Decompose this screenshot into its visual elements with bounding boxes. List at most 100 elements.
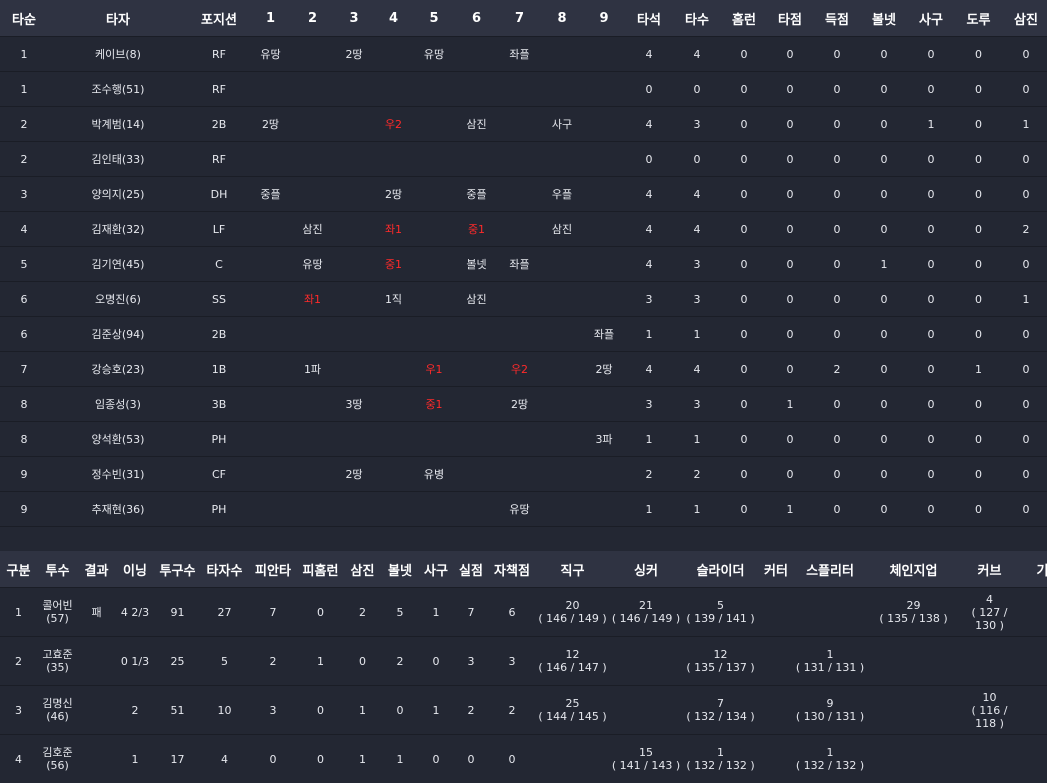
inning-result	[498, 457, 541, 492]
pitcher-hr: 0	[297, 686, 344, 735]
pitching-col-header: 결과	[78, 551, 115, 588]
pitch-type-cell	[960, 637, 1019, 686]
inning-result: 우1	[413, 352, 455, 387]
batter-stat: 0	[721, 457, 767, 492]
pitcher-so: 0	[344, 637, 381, 686]
batter-stat: 0	[955, 212, 1002, 247]
batter-stat: 0	[861, 212, 907, 247]
batting-col-header: 사구	[907, 0, 955, 37]
pitch-count: 7	[682, 697, 759, 710]
inning-result	[374, 387, 413, 422]
batter-name: 양석환(53)	[48, 422, 188, 457]
pitcher-h: 2	[249, 637, 297, 686]
pitcher-r: 7	[453, 588, 489, 637]
inning-result	[413, 317, 455, 352]
inning-result	[291, 107, 334, 142]
pitching-col-header: 직구	[535, 551, 610, 588]
inning-result	[583, 107, 625, 142]
inning-result	[541, 422, 583, 457]
batter-position: LF	[188, 212, 250, 247]
batter-stat: 0	[907, 282, 955, 317]
pitching-col-header: 슬라이더	[682, 551, 759, 588]
inning-result	[334, 177, 374, 212]
inning-result: 유병	[413, 457, 455, 492]
batter-name: 조수행(51)	[48, 72, 188, 107]
batter-stat: 0	[813, 177, 861, 212]
batter-stat: 0	[907, 177, 955, 212]
pitching-col-header: 피홈런	[297, 551, 344, 588]
pitcher-ip: 4 2/3	[115, 588, 155, 637]
inning-result	[498, 72, 541, 107]
inning-result	[334, 142, 374, 177]
inning-result	[498, 422, 541, 457]
pitch-velocity: ( 135 / 138 )	[867, 612, 960, 625]
inning-result	[498, 107, 541, 142]
pitcher-name: 김호준	[37, 746, 78, 759]
inning-result	[334, 247, 374, 282]
pitcher-ip: 1	[115, 735, 155, 783]
batter-stat: 3	[625, 387, 673, 422]
pitcher-hr: 0	[297, 588, 344, 637]
pitch-type-cell	[1019, 686, 1047, 735]
pitch-velocity: ( 146 / 147 )	[535, 661, 610, 674]
batter-stat: 4	[673, 37, 721, 72]
inning-result: 유땅	[291, 247, 334, 282]
pitcher-hbp: 1	[419, 588, 453, 637]
batting-col-header: 득점	[813, 0, 861, 37]
pitching-col-header: 체인지업	[867, 551, 960, 588]
batter-stat: 0	[813, 457, 861, 492]
inning-result: 사구	[541, 107, 583, 142]
batting-col-header: 8	[541, 0, 583, 37]
batter-stat: 0	[767, 37, 813, 72]
batter-stat: 0	[861, 387, 907, 422]
inning-result: 중1	[455, 212, 498, 247]
inning-result	[583, 457, 625, 492]
batter-stat: 1	[767, 387, 813, 422]
batting-col-header: 2	[291, 0, 334, 37]
inning-result	[583, 72, 625, 107]
inning-result	[583, 247, 625, 282]
pitch-velocity: ( 139 / 141 )	[682, 612, 759, 625]
batting-order: 1	[0, 37, 48, 72]
inning-result: 1직	[374, 282, 413, 317]
inning-result: 1파	[291, 352, 334, 387]
pitcher-so: 1	[344, 735, 381, 783]
batter-stat: 0	[721, 107, 767, 142]
batter-stat: 0	[1002, 72, 1047, 107]
pitch-velocity: ( 132 / 134 )	[682, 710, 759, 723]
pitcher-hbp: 1	[419, 686, 453, 735]
batting-order: 7	[0, 352, 48, 387]
inning-result	[334, 282, 374, 317]
inning-result	[498, 212, 541, 247]
pitch-velocity: ( 132 / 132 )	[682, 759, 759, 772]
pitcher-result	[78, 637, 115, 686]
pitch-type-cell	[867, 735, 960, 783]
pitch-type-cell	[793, 588, 867, 637]
batter-stat: 0	[673, 72, 721, 107]
batter-stat: 1	[625, 317, 673, 352]
inning-result	[250, 72, 291, 107]
pitcher-number: (56)	[37, 759, 78, 772]
inning-result	[541, 317, 583, 352]
inning-result	[291, 317, 334, 352]
batter-stat: 0	[813, 212, 861, 247]
inning-result	[498, 177, 541, 212]
pitcher-number: (35)	[37, 661, 78, 674]
batter-stat: 0	[955, 72, 1002, 107]
batter-stat: 4	[625, 107, 673, 142]
pitch-velocity: ( 116 / 118 )	[960, 704, 1019, 730]
batter-position: RF	[188, 37, 250, 72]
pitch-count: 12	[535, 648, 610, 661]
batter-stat: 0	[907, 142, 955, 177]
inning-result	[455, 387, 498, 422]
inning-result: 삼진	[455, 282, 498, 317]
inning-result: 우플	[541, 177, 583, 212]
pitch-type-cell	[1019, 735, 1047, 783]
inning-result	[455, 142, 498, 177]
pitching-col-header: 피안타	[249, 551, 297, 588]
batter-stat: 0	[955, 492, 1002, 527]
batter-stat: 4	[673, 352, 721, 387]
